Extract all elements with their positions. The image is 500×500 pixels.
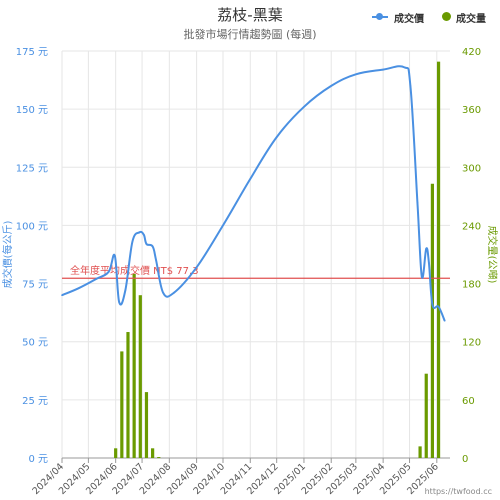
price-marker-icon (376, 13, 383, 20)
price-point (143, 233, 145, 236)
price-point (222, 224, 224, 227)
price-point (437, 306, 440, 308)
y-left-tick-label: 50 元 (22, 338, 48, 349)
y-left-tick-label: 75 元 (22, 280, 48, 291)
legend-label-price: 成交價 (394, 14, 424, 25)
volume-bar (418, 446, 422, 458)
y-left-tick-label: 175 元 (16, 47, 48, 58)
price-point (172, 292, 175, 294)
price-point (382, 68, 384, 71)
price-point (118, 301, 120, 303)
price-point (431, 303, 434, 306)
price-point (428, 261, 430, 264)
volume-bar (424, 373, 428, 458)
volume-bar (120, 351, 124, 458)
price-point (61, 294, 63, 297)
price-point (77, 287, 80, 290)
price-point (275, 136, 278, 138)
volume-bar (126, 332, 130, 458)
price-point (162, 292, 164, 294)
volume-bar (114, 448, 118, 458)
price-point (409, 85, 412, 87)
volume-bar (151, 448, 155, 458)
price-point (443, 319, 446, 322)
price-point (249, 178, 252, 180)
y-left-tick-label: 100 元 (16, 221, 48, 232)
y-left-tick-label: 150 元 (16, 105, 48, 116)
volume-bar (436, 61, 441, 459)
y-right-tick-label: 300 (462, 163, 481, 174)
chart-subtitle: 批發市場行情趨勢圖 (每週) (183, 28, 317, 41)
y-right-tick-label: 0 (462, 454, 468, 465)
y-right-tick-label: 60 (462, 396, 475, 407)
y-right-axis-label: 成交量(公噸) (486, 226, 499, 284)
y-left-tick-label: 0 元 (28, 454, 48, 465)
price-point (303, 106, 305, 108)
price-point (107, 271, 110, 273)
price-point (138, 231, 141, 234)
y-right-tick-label: 240 (462, 221, 481, 232)
y-left-axis-label: 成交價(每公斤) (1, 221, 14, 289)
price-point (113, 254, 116, 257)
average-price-label: 全年度平均成交價 NT$ 77.3 (70, 264, 199, 277)
volume-bar (157, 457, 161, 458)
price-point (403, 66, 406, 69)
price-point (95, 278, 98, 280)
y-right-tick-label: 120 (462, 338, 481, 349)
price-point (145, 243, 148, 245)
y-left-tick-label: 125 元 (16, 163, 48, 174)
volume-bar (430, 183, 435, 458)
price-point (131, 240, 134, 243)
price-point (151, 245, 154, 248)
price-point (330, 85, 333, 87)
y-left-tick-label: 25 元 (22, 396, 48, 407)
price-point (425, 247, 428, 250)
y-right-tick-label: 420 (462, 47, 481, 58)
price-point (355, 73, 357, 76)
volume-bar (138, 295, 142, 458)
price-point (124, 289, 127, 292)
price-point (421, 275, 423, 278)
watermark: https://twfood.cc (424, 487, 492, 496)
price-point (155, 259, 157, 262)
volume-bar (132, 273, 136, 458)
y-right-tick-label: 360 (462, 105, 481, 116)
y-right-tick-label: 180 (462, 280, 481, 291)
volume-bar (144, 392, 149, 458)
legend-label-volume: 成交量 (456, 14, 486, 25)
price-point (195, 266, 198, 269)
chart-title: 荔枝-黑葉 (217, 6, 283, 24)
price-point (416, 201, 419, 203)
price-line (61, 65, 446, 322)
volume-marker-icon (442, 12, 451, 21)
